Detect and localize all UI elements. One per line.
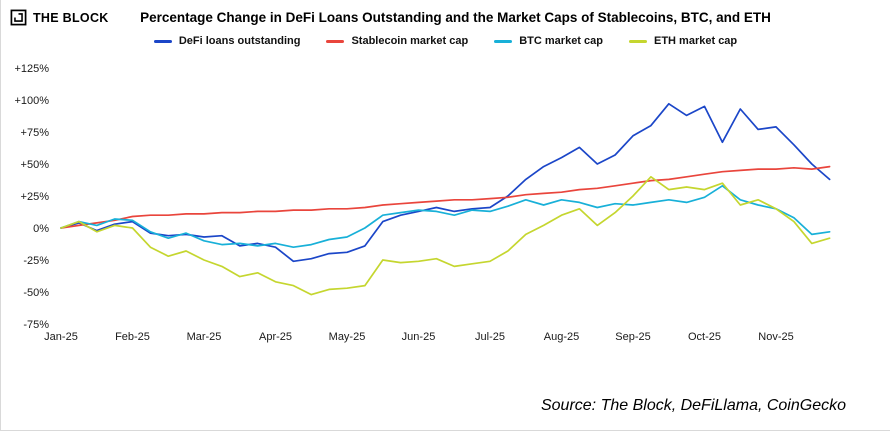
legend-swatch-btc — [494, 39, 513, 43]
x-axis-tick-label: Sep-25 — [615, 331, 650, 343]
legend-swatch-eth — [629, 39, 647, 43]
legend-label-stablecoin: Stablecoin market cap — [351, 35, 469, 47]
legend-swatch-defi-loans — [153, 39, 172, 43]
legend-label-eth: ETH market cap — [654, 35, 738, 47]
legend-swatch-stablecoin — [326, 39, 345, 43]
legend-label-btc: BTC market cap — [519, 35, 603, 47]
x-axis-tick-label: Mar-25 — [187, 331, 222, 343]
legend-label-defi-loans: DeFi loans outstanding — [178, 35, 301, 47]
series-line-btc-market-cap[interactable] — [60, 184, 831, 249]
x-axis-tick-label: Apr-25 — [259, 331, 292, 343]
series-line-defi-loans-outstanding[interactable] — [60, 102, 831, 263]
x-axis-tick-label: Jan-25 — [44, 331, 78, 343]
y-axis-tick-label: +50% — [21, 159, 50, 171]
chart-legend: DeFi loans outstanding Stablecoin market… — [1, 35, 890, 47]
x-axis-tick-label: May-25 — [329, 331, 366, 343]
legend-item-stablecoin[interactable]: Stablecoin market cap — [326, 35, 468, 47]
series-line-stablecoin-market-cap[interactable] — [60, 165, 831, 229]
y-axis-tick-label: +125% — [14, 63, 49, 75]
legend-item-eth[interactable]: ETH market cap — [629, 35, 737, 47]
chart-title: Percentage Change in DeFi Loans Outstand… — [140, 10, 771, 25]
y-axis-tick-label: -75% — [23, 319, 49, 331]
y-axis-tick-label: +100% — [14, 95, 49, 107]
x-axis-tick-label: Jul-25 — [475, 331, 505, 343]
y-axis-tick-label: +25% — [21, 191, 50, 203]
logo-text: THE BLOCK — [33, 10, 109, 25]
y-axis-tick-label: -50% — [23, 287, 49, 299]
x-axis-tick-label: Feb-25 — [115, 331, 150, 343]
x-axis-tick-label: Nov-25 — [758, 331, 793, 343]
x-axis-tick-label: Aug-25 — [544, 331, 579, 343]
source-attribution: Source: The Block, DeFiLlama, CoinGecko — [540, 397, 846, 414]
y-axis-tick-label: -25% — [23, 255, 49, 267]
x-axis-tick-label: Jun-25 — [402, 331, 436, 343]
line-chart-plot-area[interactable]: +125% +100% +75% +50% +25% 0% -25% -50% -75%Jan-… — [1, 52, 890, 352]
y-axis-tick-label: 0% — [33, 223, 49, 235]
y-axis-tick-label: +75% — [21, 127, 50, 139]
series-line-eth-market-cap[interactable] — [60, 175, 831, 296]
legend-item-btc[interactable]: BTC market cap — [494, 35, 603, 47]
x-axis-tick-label: Oct-25 — [688, 331, 721, 343]
the-block-logo[interactable]: THE BLOCK — [10, 9, 109, 26]
legend-item-defi-loans[interactable]: DeFi loans outstanding — [153, 35, 301, 47]
the-block-logo-icon — [10, 9, 27, 26]
